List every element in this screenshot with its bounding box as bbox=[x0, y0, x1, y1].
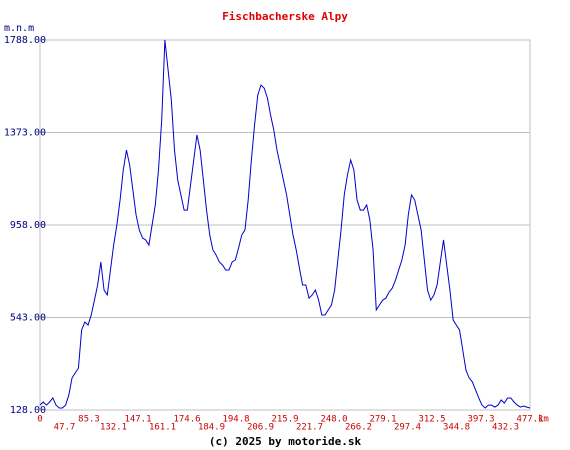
x-tick-label: 147.1 bbox=[124, 415, 151, 425]
y-tick-label: 958.00 bbox=[10, 220, 46, 231]
y-tick-label: 543.00 bbox=[10, 313, 46, 324]
y-tick-label: 1788.00 bbox=[4, 35, 46, 46]
x-tick-label: 184.9 bbox=[198, 423, 225, 433]
x-tick-label: 221.7 bbox=[296, 423, 323, 433]
y-tick-label: 128.00 bbox=[10, 405, 46, 416]
x-tick-label: 344.8 bbox=[443, 423, 470, 433]
x-tick-label: 312.5 bbox=[418, 415, 445, 425]
x-tick-label: 432.3 bbox=[492, 423, 519, 433]
chart-title: Fischbacherske Alpy bbox=[222, 10, 348, 23]
x-tick-label: 85.3 bbox=[78, 415, 100, 425]
x-tick-label: 132.1 bbox=[100, 423, 127, 433]
x-tick-label: 215.9 bbox=[271, 415, 298, 425]
elevation-line bbox=[39, 39, 531, 409]
x-tick-label: 194.8 bbox=[222, 415, 249, 425]
footer: (c) 2025 by motoride.sk bbox=[209, 435, 362, 448]
y-tick-label: 1373.00 bbox=[4, 128, 46, 139]
x-tick-label: 266.2 bbox=[345, 423, 372, 433]
x-tick-label: 279.1 bbox=[369, 415, 396, 425]
x-tick-label: 248.0 bbox=[320, 415, 347, 425]
x-tick-label: 477.1 bbox=[516, 415, 543, 425]
x-tick-label: 297.4 bbox=[394, 423, 421, 433]
x-tick-label: 206.9 bbox=[247, 423, 274, 433]
x-tick-label: 397.3 bbox=[467, 415, 494, 425]
x-tick-label: 47.7 bbox=[54, 423, 76, 433]
x-unit: km bbox=[538, 415, 549, 425]
y-axis-label: m.n.m bbox=[4, 23, 34, 34]
x-tick-label: 0 bbox=[37, 415, 42, 425]
x-tick-label: 161.1 bbox=[149, 423, 176, 433]
x-tick-label: 174.6 bbox=[173, 415, 200, 425]
